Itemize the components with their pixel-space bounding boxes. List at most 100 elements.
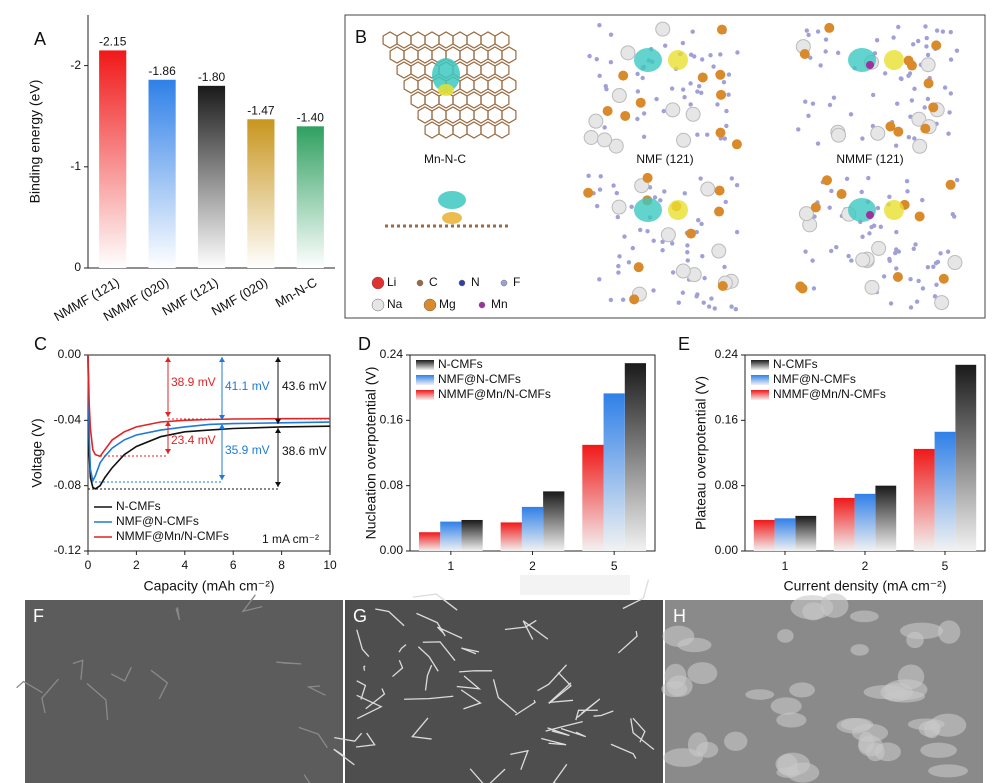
atom xyxy=(913,242,918,247)
atom xyxy=(726,72,732,77)
atom xyxy=(945,249,951,254)
atom xyxy=(680,40,686,46)
atom xyxy=(836,189,847,200)
atom xyxy=(796,127,801,132)
atom xyxy=(803,249,808,254)
texture xyxy=(777,754,798,776)
texture xyxy=(411,717,432,740)
texture xyxy=(412,593,458,611)
legend-swatch xyxy=(478,301,486,309)
atom xyxy=(695,132,700,137)
legend-label: NMF@N-CMFs xyxy=(438,372,521,386)
atom xyxy=(635,97,646,108)
texture xyxy=(593,710,614,717)
atom xyxy=(920,57,936,73)
atom xyxy=(629,294,640,305)
atom xyxy=(622,234,627,239)
bar xyxy=(913,448,935,551)
arrow-head xyxy=(165,421,171,426)
bar xyxy=(774,518,796,551)
texture xyxy=(333,748,355,766)
bar xyxy=(418,532,441,551)
texture xyxy=(356,680,367,700)
atom xyxy=(866,175,871,181)
panel-letter: B xyxy=(355,27,367,47)
atom xyxy=(806,32,811,38)
atom xyxy=(699,57,705,62)
arrow-head xyxy=(219,475,225,480)
value-label: -2.15 xyxy=(99,35,127,49)
atom xyxy=(906,135,912,140)
atom xyxy=(715,69,726,80)
texture xyxy=(461,647,480,655)
atom xyxy=(804,28,809,33)
atom xyxy=(734,229,740,235)
bar xyxy=(875,485,897,551)
atom xyxy=(911,246,916,252)
texture xyxy=(687,662,718,685)
atom xyxy=(831,95,837,100)
arrow-head xyxy=(165,357,171,362)
arrow-head xyxy=(165,412,171,417)
bar xyxy=(99,50,127,268)
atom xyxy=(885,121,896,132)
charge-density xyxy=(634,198,662,222)
x-axis-label: Current density (mA cm⁻²) xyxy=(784,578,947,594)
texture xyxy=(469,768,506,783)
atom xyxy=(716,89,727,100)
arrow-head xyxy=(165,449,171,454)
atom xyxy=(662,189,667,194)
annotation: 38.6 mV xyxy=(282,444,327,458)
charge-density xyxy=(884,50,904,70)
annotation: 35.9 mV xyxy=(225,443,270,457)
arrow-head xyxy=(275,357,281,362)
legend-label: NMMF@Mn/N-CMFs xyxy=(773,387,886,401)
legend-swatch xyxy=(423,298,437,312)
texture xyxy=(617,630,638,654)
atom xyxy=(849,258,854,263)
atom xyxy=(888,301,894,306)
texture xyxy=(770,697,802,715)
atom xyxy=(714,206,725,217)
texture xyxy=(303,774,311,783)
legend-swatch xyxy=(416,375,434,385)
y-tick-label: 0.16 xyxy=(715,413,739,427)
atom xyxy=(586,173,591,179)
atom xyxy=(660,227,676,243)
arrow-head xyxy=(219,424,225,429)
atom xyxy=(718,52,723,57)
atom xyxy=(894,229,899,235)
atom xyxy=(923,24,928,29)
texture xyxy=(661,680,688,698)
atom xyxy=(733,307,739,312)
charge-density xyxy=(432,58,460,92)
texture xyxy=(41,678,59,714)
atom xyxy=(893,143,899,148)
x-tick-label: Mn-N-C xyxy=(273,275,320,311)
atom xyxy=(946,131,951,136)
atom xyxy=(611,88,627,104)
atom xyxy=(906,60,917,71)
texture xyxy=(929,713,967,737)
texture xyxy=(398,644,407,653)
atom xyxy=(907,71,913,76)
bar xyxy=(753,519,775,551)
atom xyxy=(701,300,706,305)
atom xyxy=(934,28,940,33)
atom xyxy=(887,194,892,200)
atom xyxy=(699,90,704,96)
bar xyxy=(582,444,604,551)
x-tick-label: 6 xyxy=(230,558,237,572)
sem-images: F G H xyxy=(16,579,983,783)
atom xyxy=(700,253,705,259)
atom xyxy=(608,60,614,65)
atom xyxy=(608,32,614,37)
atom xyxy=(655,21,671,37)
texture xyxy=(363,665,366,671)
atom xyxy=(633,262,644,273)
bar xyxy=(543,491,565,551)
texture xyxy=(575,709,598,721)
atom xyxy=(594,203,600,209)
y-axis-label: Plateau overpotential (V) xyxy=(693,376,709,530)
x-tick-label: NMF (020) xyxy=(209,275,270,319)
